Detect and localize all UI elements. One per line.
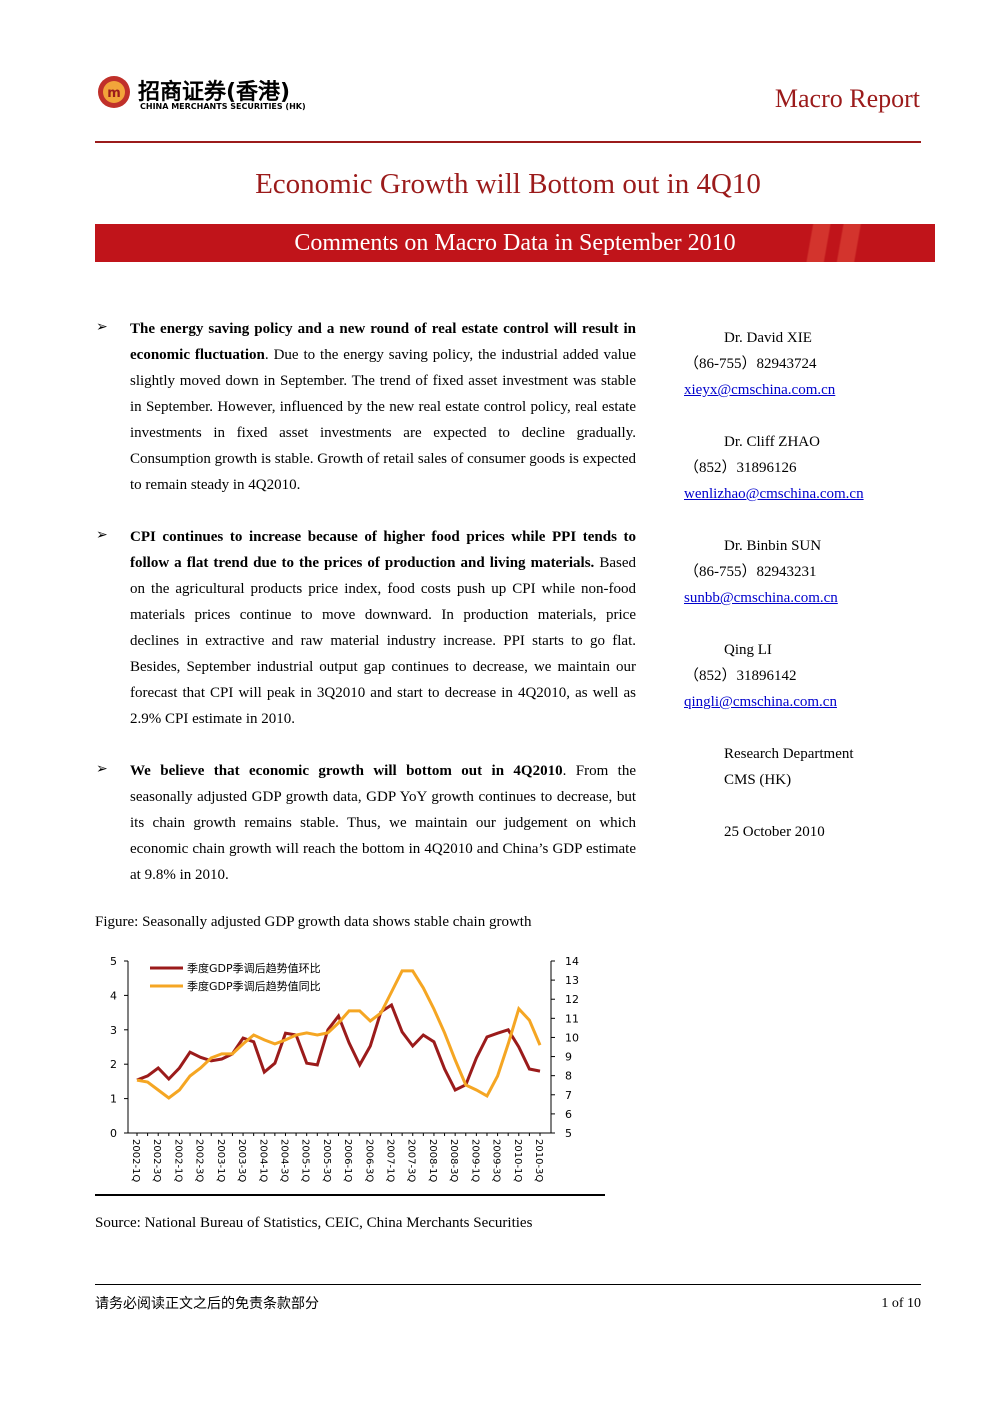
contact-phone: （852）31896142 — [684, 668, 797, 684]
x-tick-label: 2004-3Q — [278, 1139, 289, 1182]
svg-text:m: m — [107, 86, 121, 101]
x-tick-label: 2009-1Q — [469, 1139, 480, 1182]
x-tick-label: 2002-1Q — [172, 1139, 183, 1182]
y2-tick-label: 11 — [565, 1012, 579, 1025]
logo-en: CHINA MERCHANTS SECURITIES (HK) — [140, 102, 306, 111]
y2-tick-label: 13 — [565, 974, 579, 987]
y2-tick-label: 7 — [565, 1089, 572, 1102]
legend-label: 季度GDP季调后趋势值同比 — [187, 979, 321, 993]
y-tick-label: 2 — [110, 1058, 117, 1071]
x-tick-label: 2007-1Q — [385, 1139, 396, 1182]
disclaimer: 请务必阅读正文之后的免责条款部分 — [95, 1296, 319, 1312]
series-line — [136, 969, 542, 1100]
date: 25 October 2010 — [724, 824, 825, 840]
contact-name: Qing LI — [724, 642, 772, 658]
y2-tick-label: 8 — [565, 1070, 572, 1083]
x-tick-label: 2010-3Q — [533, 1139, 544, 1182]
bullet: We believe that economic growth will bot… — [130, 758, 636, 888]
x-tick-label: 2008-1Q — [427, 1139, 438, 1182]
figure-caption: Figure: Seasonally adjusted GDP growth d… — [95, 914, 532, 930]
logo-icon: m — [98, 76, 130, 108]
bullet-marker: ➢ — [96, 762, 108, 777]
contact-email[interactable]: xieyx@cmschina.com.cn — [684, 382, 836, 398]
logo-cn: 招商证券(香港) — [138, 80, 291, 105]
bullet-text: . Due to the energy saving policy, the i… — [130, 347, 636, 493]
contact-email[interactable]: qingli@cmschina.com.cn — [684, 694, 837, 710]
x-tick-label: 2004-1Q — [257, 1139, 268, 1182]
contact: Qing LI （852）31896142 qingli@cmschina.co… — [684, 637, 837, 715]
x-tick-label: 2007-3Q — [406, 1139, 417, 1182]
x-tick-label: 2006-1Q — [342, 1139, 353, 1182]
subtitle: Comments on Macro Data in September 2010 — [294, 230, 736, 256]
y2-tick-label: 5 — [565, 1127, 572, 1140]
bullet-text: . From the seasonally adjusted GDP growt… — [130, 763, 636, 883]
bullet-bold: The energy saving policy and a new round… — [130, 321, 636, 363]
department: Research Department CMS (HK) — [724, 741, 854, 793]
x-tick-label: 2002-3Q — [194, 1139, 205, 1182]
contact-name: Dr. Cliff ZHAO — [724, 434, 820, 450]
x-tick-label: 2010-1Q — [512, 1139, 523, 1182]
department-line: Research Department — [724, 746, 854, 762]
contact-phone: （852）31896126 — [684, 460, 797, 476]
bullet-bold: CPI continues to increase because of hig… — [130, 529, 636, 571]
bullet-text: Based on the agricultural products price… — [130, 555, 636, 727]
department-line: CMS (HK) — [724, 772, 792, 788]
bullet: The energy saving policy and a new round… — [130, 316, 636, 498]
contact: Dr. Binbin SUN （86-755）82943231 sunbb@cm… — [684, 533, 838, 611]
x-tick-label: 2002-1Q — [130, 1139, 141, 1182]
x-tick-label: 2006-3Q — [363, 1139, 374, 1182]
contact-name: Dr. Binbin SUN — [724, 538, 822, 554]
x-tick-label: 2005-3Q — [321, 1139, 332, 1182]
y-tick-label: 3 — [110, 1024, 117, 1037]
contact: Dr. Cliff ZHAO （852）31896126 wenlizhao@c… — [684, 429, 864, 507]
y-tick-label: 0 — [110, 1127, 117, 1140]
x-tick-label: 2005-1Q — [300, 1139, 311, 1182]
y2-tick-label: 12 — [565, 993, 579, 1006]
header-rule — [95, 141, 921, 143]
page-number: 1 of 10 — [881, 1296, 921, 1311]
legend-label: 季度GDP季调后趋势值环比 — [187, 961, 321, 975]
report-type: Macro Report — [774, 84, 920, 113]
contact-name: Dr. David XIE — [724, 330, 812, 346]
x-tick-label: 2008-3Q — [448, 1139, 459, 1182]
source: Source: National Bureau of Statistics, C… — [95, 1215, 533, 1231]
contact-phone: （86-755）82943724 — [684, 356, 817, 372]
banner: Comments on Macro Data in September 2010 — [95, 224, 935, 262]
y2-tick-label: 6 — [565, 1108, 572, 1121]
bullet: CPI continues to increase because of hig… — [130, 524, 636, 732]
footer-rule — [95, 1284, 921, 1285]
contact-phone: （86-755）82943231 — [684, 564, 817, 580]
x-tick-label: 2002-3Q — [151, 1139, 162, 1182]
x-tick-label: 2003-3Q — [236, 1139, 247, 1182]
y2-tick-label: 10 — [565, 1031, 579, 1044]
title: Economic Growth will Bottom out in 4Q10 — [255, 168, 761, 200]
x-tick-label: 2009-3Q — [491, 1139, 502, 1182]
y2-tick-label: 9 — [565, 1051, 572, 1064]
series-line — [136, 1002, 541, 1092]
bullet-marker: ➢ — [96, 320, 108, 335]
contact-email[interactable]: wenlizhao@cmschina.com.cn — [684, 486, 864, 502]
bullet-marker: ➢ — [96, 528, 108, 543]
contact-email[interactable]: sunbb@cmschina.com.cn — [684, 590, 838, 606]
y-tick-label: 5 — [110, 955, 117, 968]
contact: Dr. David XIE （86-755）82943724 xieyx@cms… — [684, 325, 835, 403]
x-tick-label: 2003-1Q — [215, 1139, 226, 1182]
y-tick-label: 1 — [110, 1093, 117, 1106]
bullet-bold: We believe that economic growth will bot… — [130, 763, 563, 779]
y-tick-label: 4 — [110, 989, 117, 1002]
y2-tick-label: 14 — [565, 955, 579, 968]
